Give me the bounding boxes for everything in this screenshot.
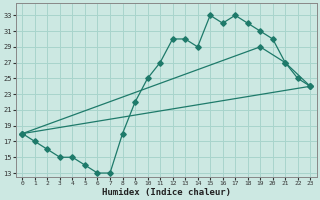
X-axis label: Humidex (Indice chaleur): Humidex (Indice chaleur) [102,188,231,197]
